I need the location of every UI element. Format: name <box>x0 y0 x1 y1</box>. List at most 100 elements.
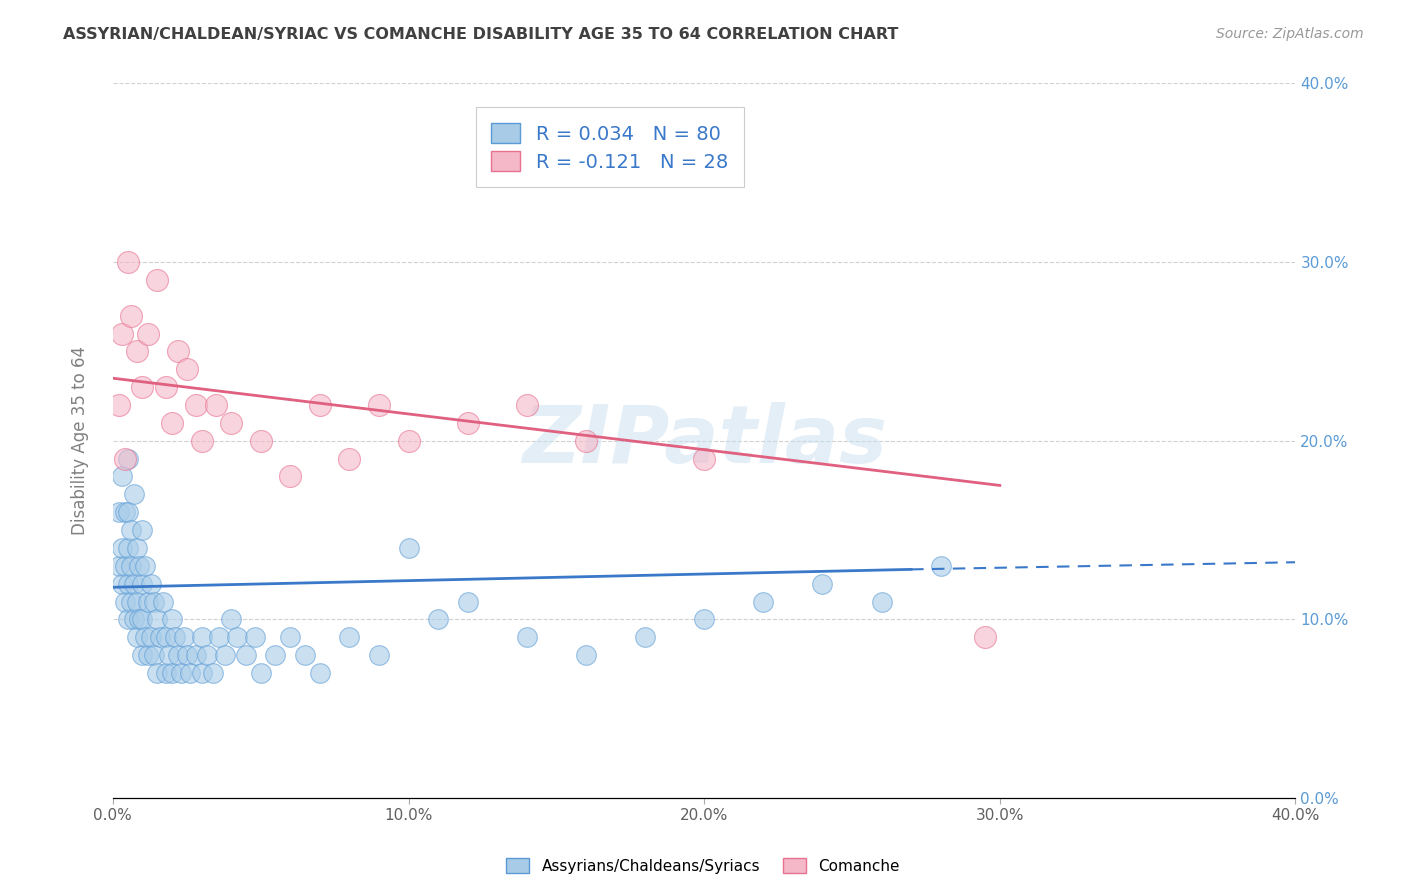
Point <box>125 541 148 555</box>
Point <box>457 594 479 608</box>
Point <box>136 594 159 608</box>
Point <box>107 398 129 412</box>
Point <box>155 380 177 394</box>
Point <box>337 630 360 644</box>
Point <box>693 451 716 466</box>
Point <box>146 665 169 680</box>
Text: ASSYRIAN/CHALDEAN/SYRIAC VS COMANCHE DISABILITY AGE 35 TO 64 CORRELATION CHART: ASSYRIAN/CHALDEAN/SYRIAC VS COMANCHE DIS… <box>63 27 898 42</box>
Point <box>634 630 657 644</box>
Point <box>117 505 139 519</box>
Point <box>752 594 775 608</box>
Point <box>120 523 142 537</box>
Point <box>167 344 190 359</box>
Point <box>128 612 150 626</box>
Point <box>190 665 212 680</box>
Point <box>929 558 952 573</box>
Point <box>107 558 129 573</box>
Point <box>575 434 598 448</box>
Point <box>176 648 198 662</box>
Point <box>152 594 174 608</box>
Point <box>107 505 129 519</box>
Point <box>131 612 153 626</box>
Point <box>114 558 136 573</box>
Point <box>368 648 391 662</box>
Point <box>117 576 139 591</box>
Point <box>974 630 997 644</box>
Point <box>167 648 190 662</box>
Point <box>398 541 420 555</box>
Point <box>111 469 134 483</box>
Legend: R = 0.034   N = 80, R = -0.121   N = 28: R = 0.034 N = 80, R = -0.121 N = 28 <box>475 107 744 187</box>
Point <box>516 630 538 644</box>
Y-axis label: Disability Age 35 to 64: Disability Age 35 to 64 <box>72 346 89 535</box>
Point <box>190 434 212 448</box>
Point <box>111 576 134 591</box>
Point <box>235 648 257 662</box>
Point <box>184 398 207 412</box>
Point <box>120 309 142 323</box>
Point <box>160 416 183 430</box>
Point <box>264 648 287 662</box>
Point <box>214 648 236 662</box>
Point <box>368 398 391 412</box>
Point <box>278 469 301 483</box>
Point <box>249 665 271 680</box>
Point <box>117 255 139 269</box>
Point <box>202 665 225 680</box>
Point <box>427 612 450 626</box>
Point <box>870 594 893 608</box>
Point <box>117 612 139 626</box>
Point <box>163 630 186 644</box>
Point <box>208 630 231 644</box>
Point <box>117 541 139 555</box>
Point <box>173 630 195 644</box>
Point <box>114 451 136 466</box>
Point <box>143 648 166 662</box>
Point <box>155 630 177 644</box>
Point <box>136 648 159 662</box>
Point <box>219 416 242 430</box>
Point <box>160 665 183 680</box>
Point <box>131 380 153 394</box>
Point <box>157 648 180 662</box>
Point <box>122 487 145 501</box>
Point <box>219 612 242 626</box>
Point <box>155 665 177 680</box>
Point <box>114 505 136 519</box>
Point <box>131 576 153 591</box>
Point <box>516 398 538 412</box>
Point <box>249 434 271 448</box>
Point <box>125 630 148 644</box>
Point <box>398 434 420 448</box>
Legend: Assyrians/Chaldeans/Syriacs, Comanche: Assyrians/Chaldeans/Syriacs, Comanche <box>501 852 905 880</box>
Point <box>111 541 134 555</box>
Point <box>136 326 159 341</box>
Text: Source: ZipAtlas.com: Source: ZipAtlas.com <box>1216 27 1364 41</box>
Point <box>160 612 183 626</box>
Point <box>114 594 136 608</box>
Point <box>134 558 156 573</box>
Point <box>120 558 142 573</box>
Text: ZIPatlas: ZIPatlas <box>522 401 887 480</box>
Point <box>176 362 198 376</box>
Point <box>111 326 134 341</box>
Point <box>308 398 330 412</box>
Point <box>457 416 479 430</box>
Point <box>278 630 301 644</box>
Point <box>693 612 716 626</box>
Point <box>120 594 142 608</box>
Point <box>337 451 360 466</box>
Point <box>131 648 153 662</box>
Point <box>179 665 201 680</box>
Point <box>243 630 266 644</box>
Point <box>146 273 169 287</box>
Point <box>170 665 193 680</box>
Point <box>190 630 212 644</box>
Point <box>184 648 207 662</box>
Point <box>131 523 153 537</box>
Point <box>122 576 145 591</box>
Point <box>205 398 228 412</box>
Point <box>811 576 834 591</box>
Point <box>294 648 316 662</box>
Point <box>308 665 330 680</box>
